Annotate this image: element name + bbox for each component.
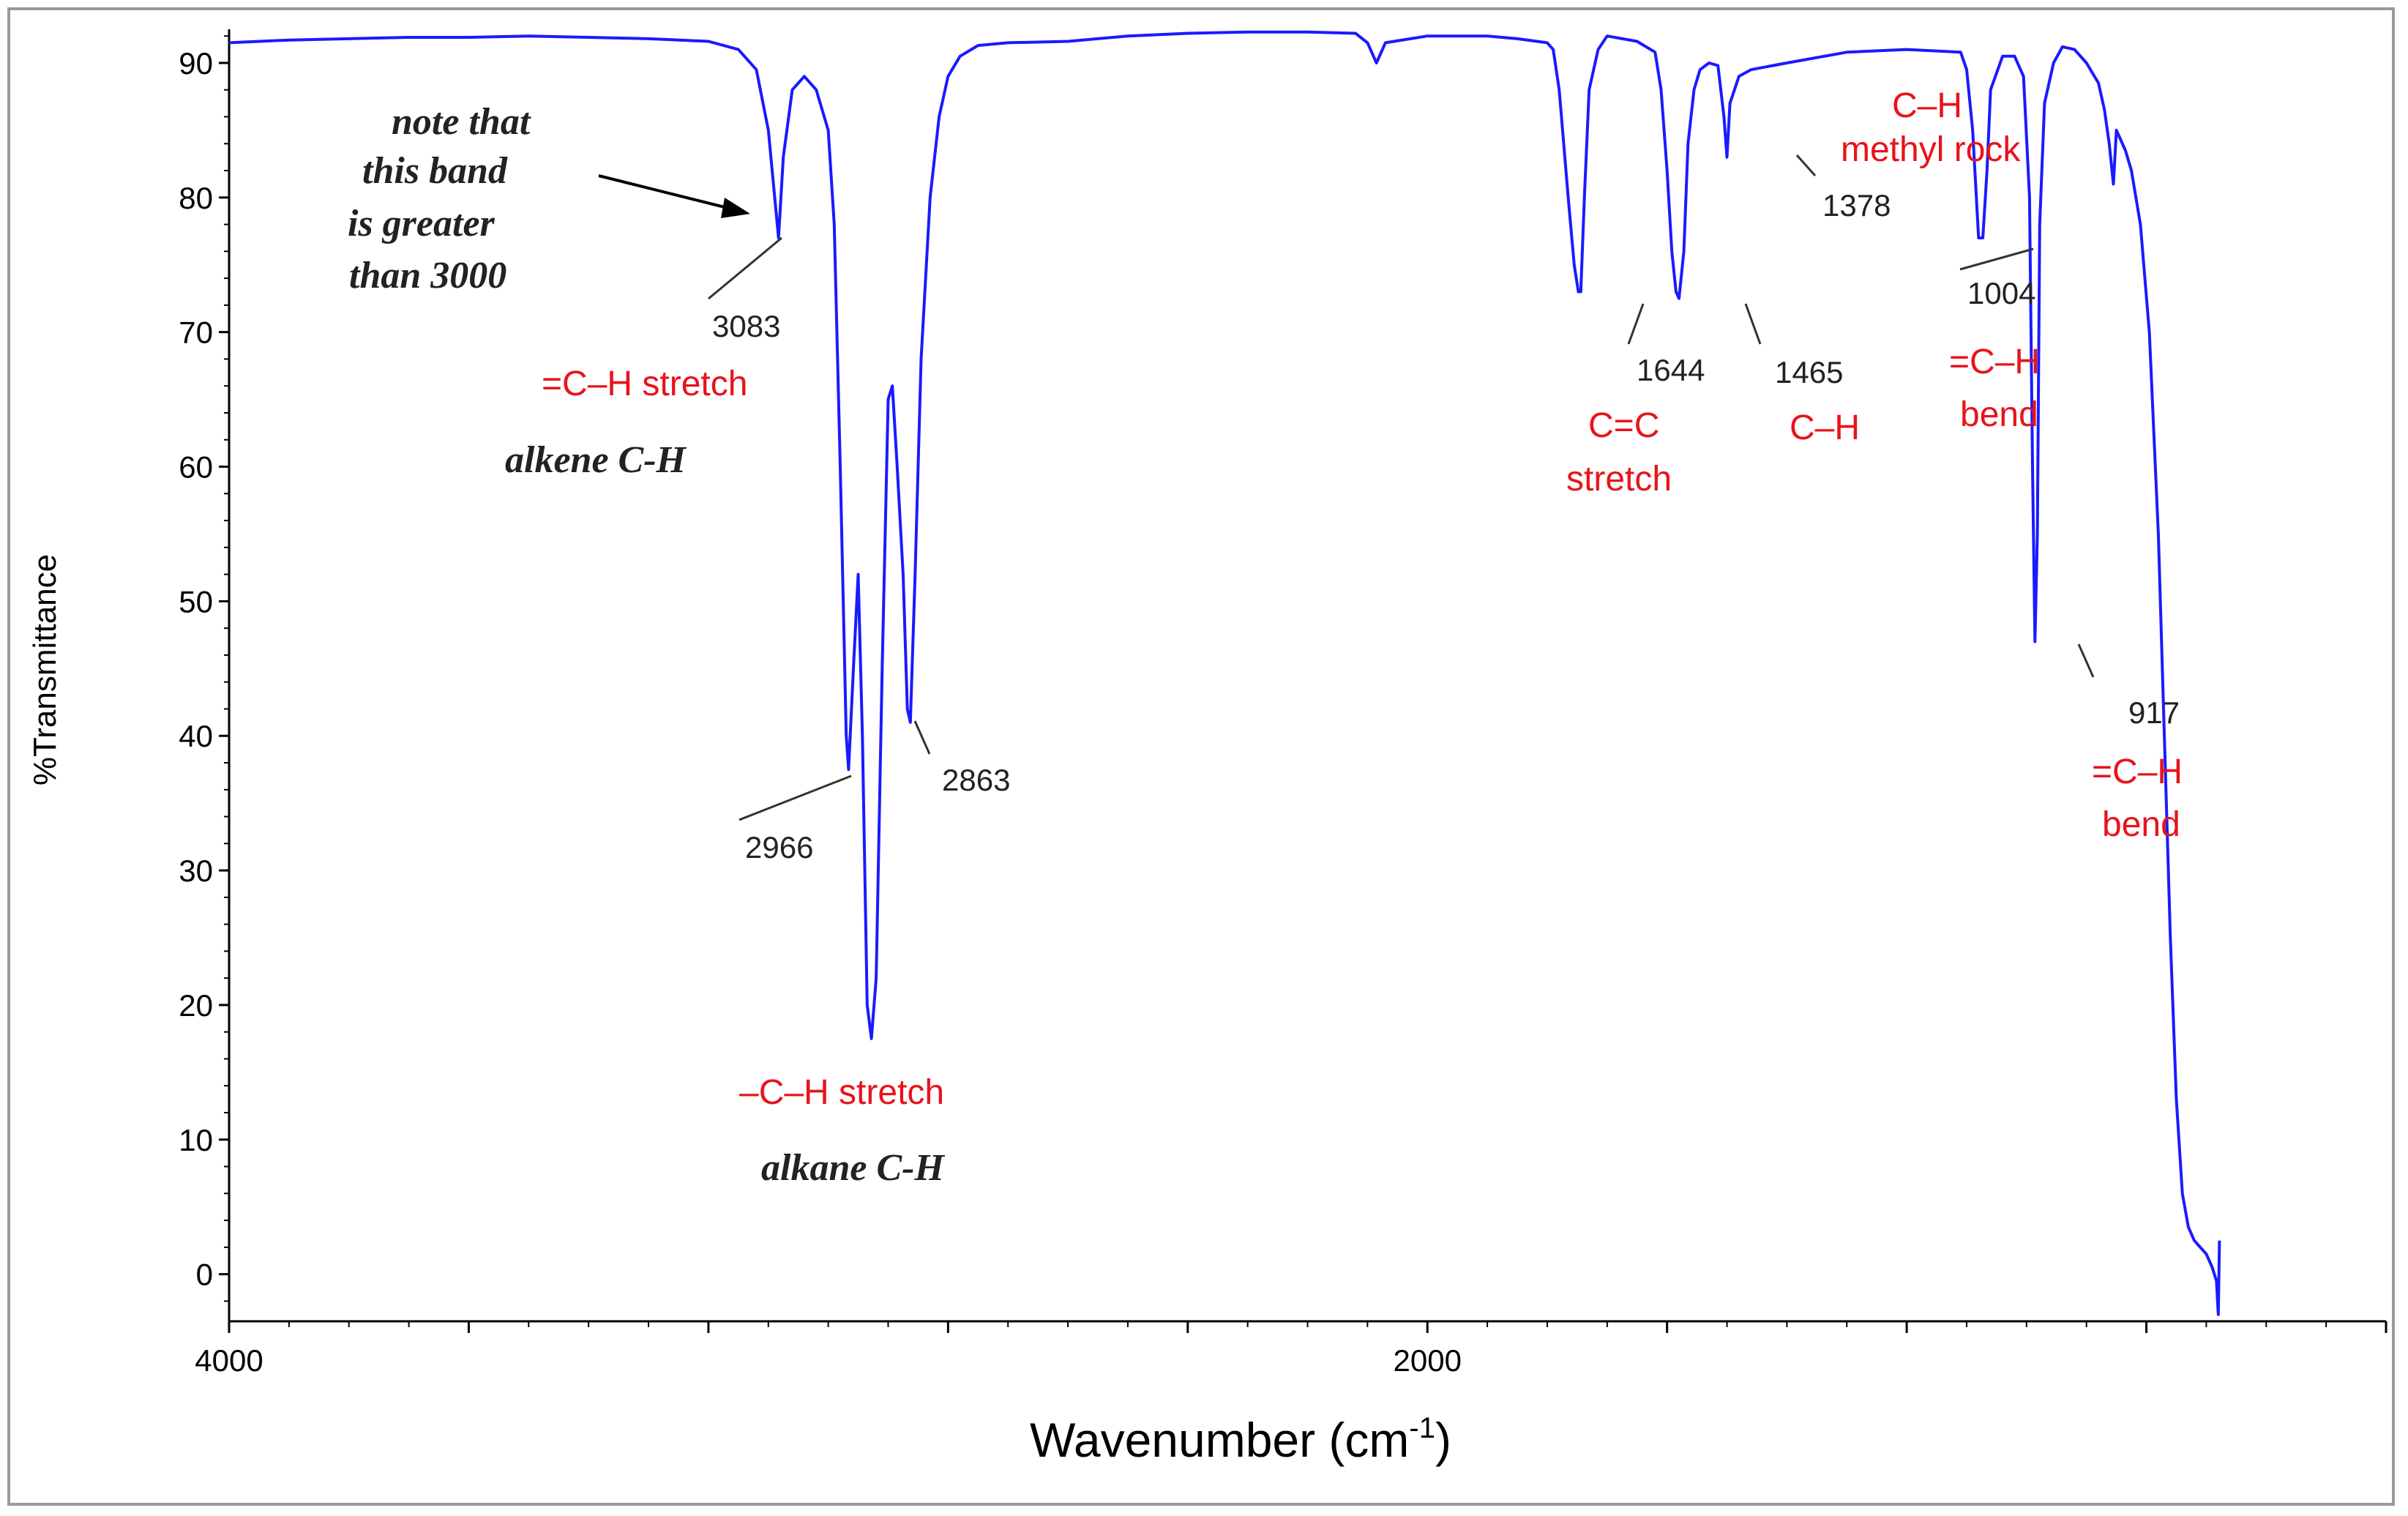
y-ticks: 90 80 70 60 50 40 30 20 10 0 [179, 35, 229, 1302]
note-arrow-line [598, 174, 740, 212]
peak-label-1644: 1644 [1637, 353, 1705, 387]
y-tick-label-40: 40 [179, 719, 213, 753]
y-tick-label-10: 10 [179, 1123, 213, 1157]
leader-1465 [1744, 303, 1762, 345]
annotation-bend-1004: bend [1960, 395, 2038, 434]
y-tick-label-0: 0 [196, 1258, 213, 1292]
peak-label-1004: 1004 [1967, 276, 2035, 310]
y-tick-label-60: 60 [179, 450, 213, 485]
annotation-alkene-stretch: =C–H stretch [542, 365, 747, 403]
peak-label-1378: 1378 [1822, 188, 1891, 223]
leader-1004 [1959, 247, 2034, 271]
peak-label-917: 917 [2128, 695, 2180, 730]
peak-label-1465: 1465 [1775, 355, 1843, 389]
annotation-cc-stretch: stretch [1566, 460, 1672, 499]
note-line-4: than 3000 [349, 255, 506, 296]
leader-3083 [708, 236, 782, 300]
spectrum-line [228, 30, 2221, 1316]
peak-label-2863: 2863 [942, 763, 1010, 797]
annotation-alkane-ch: alkane C-H [761, 1147, 945, 1189]
leader-1644b [1627, 303, 1645, 345]
annotation-ch-1378: C–H [1892, 86, 1962, 125]
y-tick-label-70: 70 [179, 315, 213, 350]
y-axis-label: %Transmittance [27, 554, 63, 785]
note-line-3: is greater [348, 203, 496, 244]
peak-label-2966: 2966 [745, 830, 813, 865]
x-axis-label-sup: -1 [1409, 1412, 1435, 1444]
leader-1378 [1795, 154, 1817, 176]
annotation-methyl-rock: methyl rock [1841, 130, 2021, 169]
y-tick-label-90: 90 [179, 46, 213, 81]
leader-917 [2077, 643, 2095, 678]
note-line-2: this band [362, 150, 508, 192]
leader-2863 [913, 720, 931, 755]
y-tick-label-50: 50 [179, 584, 213, 619]
annotation-cc: C=C [1588, 406, 1659, 445]
x-axis-label: Wavenumber (cm-1) [1030, 1412, 1451, 1467]
x-tick-label-4000: 4000 [195, 1343, 263, 1378]
chart-frame [7, 7, 2395, 1506]
note-arrow-head [721, 198, 750, 218]
y-tick-label-30: 30 [179, 854, 213, 888]
y-tick-label-20: 20 [179, 988, 213, 1023]
x-ticks: 4000 2000 [195, 1321, 2388, 1378]
note-line-1: note that [392, 101, 531, 143]
annotation-ch-bend-917: =C–H [2092, 753, 2183, 791]
annotation-alkane-stretch: –C–H stretch [739, 1073, 944, 1112]
x-axis-label-main: Wavenumber (cm [1030, 1413, 1409, 1467]
annotation-ch-bend-1004: =C–H [1949, 343, 2040, 381]
x-tick-label-2000: 2000 [1394, 1343, 1462, 1378]
x-axis-label-close: ) [1435, 1413, 1451, 1467]
annotation-ch-1465: C–H [1790, 408, 1860, 447]
y-tick-label-80: 80 [179, 181, 213, 215]
annotation-alkene-ch: alkene C-H [505, 439, 687, 481]
leader-2966 [739, 774, 852, 821]
annotation-bend-917: bend [2102, 805, 2180, 844]
peak-label-3083: 3083 [712, 309, 780, 343]
